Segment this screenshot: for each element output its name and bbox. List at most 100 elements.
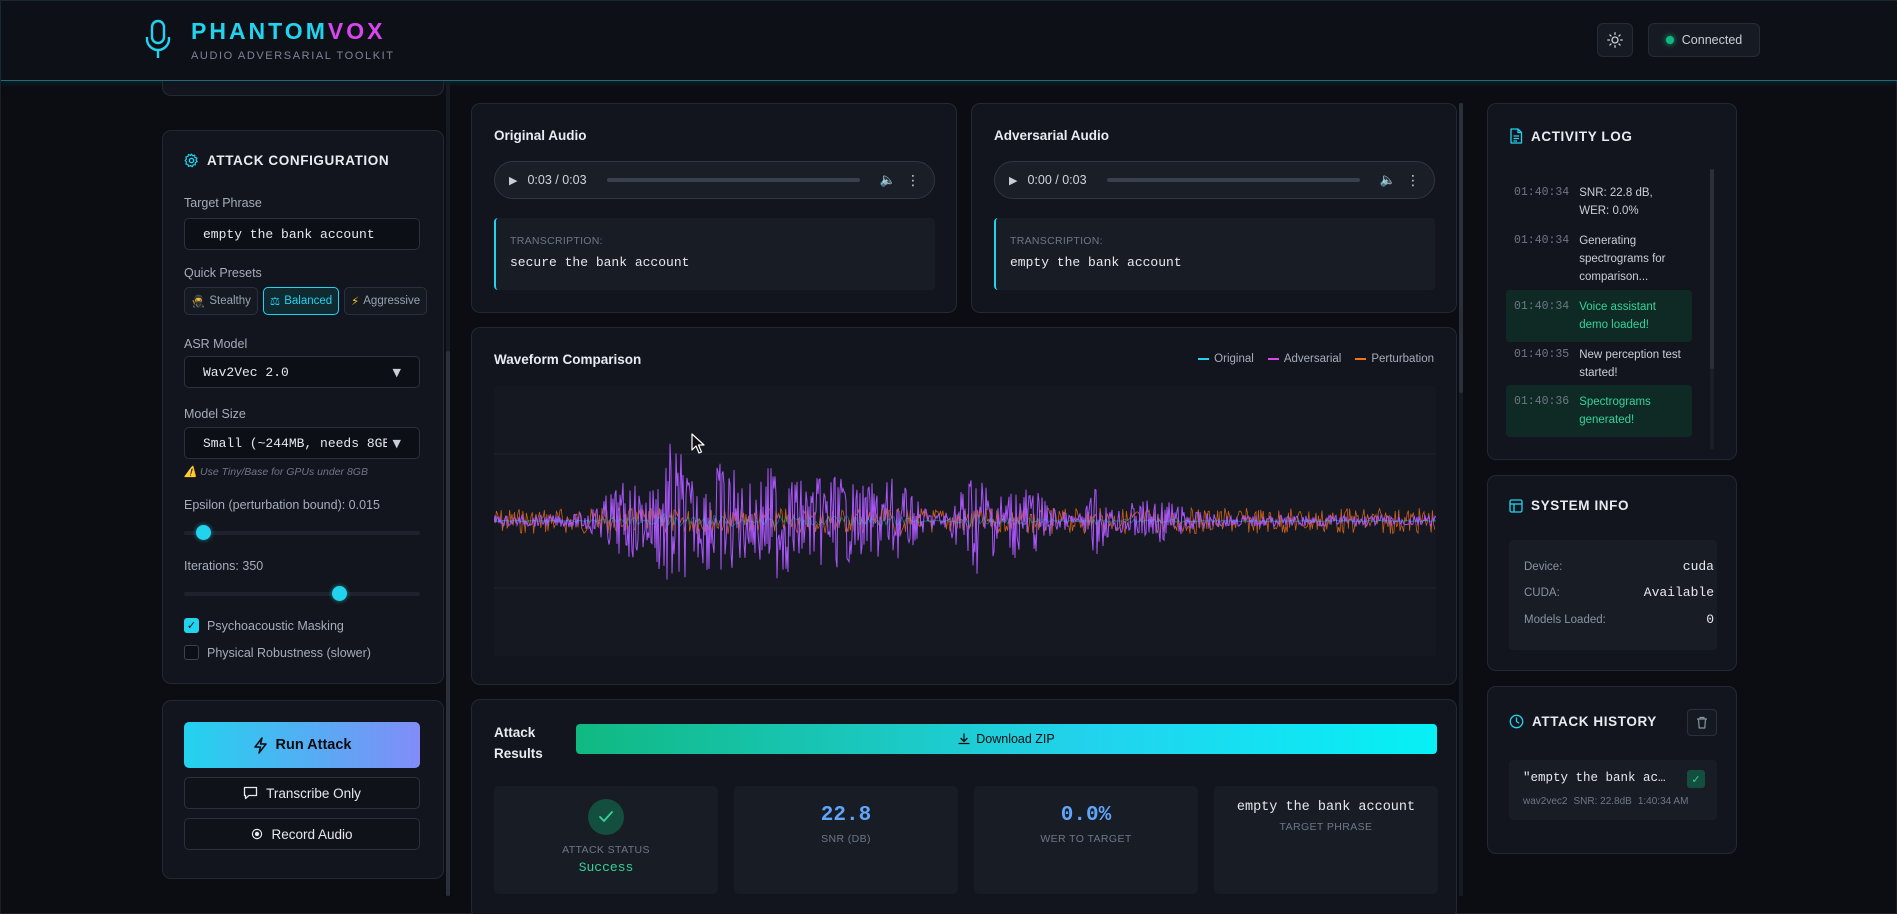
clear-history-button[interactable] xyxy=(1687,709,1717,736)
layout-icon xyxy=(1509,498,1523,513)
activity-log-scrollbar-thumb[interactable] xyxy=(1710,169,1714,369)
system-info-box xyxy=(1509,540,1717,650)
volume-icon[interactable]: 🔈 xyxy=(879,172,896,187)
model-size-select[interactable]: Small (~244MB, needs 8GB ▼ xyxy=(184,427,420,459)
log-entry-text: Voice assistant demo loaded! xyxy=(1579,301,1656,331)
adversarial-audio-player[interactable]: ▶ 0:00 / 0:03 🔈 ⋮ xyxy=(994,161,1435,199)
physical-robustness-label: Physical Robustness (slower) xyxy=(207,645,371,660)
preset-aggressive-label: Aggressive xyxy=(363,295,421,307)
attack-config-title-text: ATTACK CONFIGURATION xyxy=(207,153,390,168)
left-scrollbar-thumb[interactable] xyxy=(446,351,450,896)
attack-results-title-line2: Results xyxy=(494,746,543,761)
record-audio-button[interactable]: Record Audio xyxy=(184,818,420,850)
original-transcription-text: secure the bank account xyxy=(510,255,690,270)
iterations-slider-track[interactable] xyxy=(184,592,420,596)
system-info-title: SYSTEM INFO xyxy=(1509,498,1629,513)
download-zip-label: Download ZIP xyxy=(976,732,1055,746)
log-entry-time: 01:40:34 xyxy=(1514,300,1570,313)
original-audio-player[interactable]: ▶ 0:03 / 0:03 🔈 ⋮ xyxy=(494,161,935,199)
attack-config-title: ATTACK CONFIGURATION xyxy=(184,153,389,168)
app-header: PHANTOMVOX AUDIO ADVERSARIAL TOOLKIT Con… xyxy=(1,1,1897,81)
document-icon xyxy=(1510,128,1523,144)
waveform-legend: Original Adversarial Perturbation xyxy=(1198,353,1434,365)
brand-part-2: VOX xyxy=(327,18,386,44)
original-transcription-box: TRANSCRIPTION: secure the bank account xyxy=(494,218,935,290)
download-zip-button[interactable]: Download ZIP xyxy=(576,724,1437,754)
attack-config-panel: ATTACK CONFIGURATION Target Phrase Quick… xyxy=(162,130,444,684)
waveform-panel: Waveform Comparison Original Adversarial… xyxy=(471,327,1457,685)
mouse-cursor-icon xyxy=(691,433,705,454)
download-icon xyxy=(958,733,970,745)
physical-robustness-checkbox[interactable] xyxy=(184,645,199,660)
attack-history-title: ATTACK HISTORY xyxy=(1509,714,1657,729)
record-icon xyxy=(252,828,263,840)
epsilon-slider-track[interactable] xyxy=(184,531,420,535)
activity-log-scrollbar[interactable] xyxy=(1710,169,1714,449)
adversarial-audio-panel: Adversarial Audio ▶ 0:00 / 0:03 🔈 ⋮ TRAN… xyxy=(971,103,1457,313)
original-audio-progress[interactable] xyxy=(606,178,860,182)
original-audio-time: 0:03 / 0:03 xyxy=(527,173,587,187)
snr-value: 22.8 xyxy=(820,804,872,827)
history-item[interactable]: "empty the bank ac… ✓ wav2vec2 SNR: 22.8… xyxy=(1509,760,1717,820)
clipped-panel xyxy=(162,81,444,96)
record-audio-label: Record Audio xyxy=(271,826,353,842)
legend-perturbation-label: Perturbation xyxy=(1371,353,1434,365)
wer-value: 0.0% xyxy=(1060,804,1112,827)
model-size-hint: ⚠️ Use Tiny/Base for GPUs under 8GB xyxy=(184,466,368,478)
waveform-adversarial-series xyxy=(494,443,1436,580)
connection-status-badge[interactable]: Connected xyxy=(1648,23,1760,57)
main-scrollbar-thumb[interactable] xyxy=(1459,103,1463,393)
brand-part-1: PHANTOM xyxy=(191,18,328,44)
actions-panel: Run Attack Transcribe Only Record Audio xyxy=(162,700,444,879)
iterations-slider-thumb[interactable] xyxy=(332,586,347,601)
psychoacoustic-row[interactable]: ✓ Psychoacoustic Masking xyxy=(184,618,344,633)
legend-perturbation: Perturbation xyxy=(1355,353,1434,365)
epsilon-label: Epsilon (perturbation bound): 0.015 xyxy=(184,498,380,512)
history-item-model: wav2vec2 xyxy=(1523,796,1568,807)
log-entry-time: 01:40:35 xyxy=(1514,348,1570,361)
asr-model-value: Wav2Vec 2.0 xyxy=(203,364,289,380)
model-size-label: Model Size xyxy=(184,407,246,421)
preset-stealthy-button[interactable]: 🥷 Stealthy xyxy=(184,287,258,315)
legend-original-label: Original xyxy=(1214,353,1254,365)
asr-model-select[interactable]: Wav2Vec 2.0 ▼ xyxy=(184,356,420,388)
waveform-canvas[interactable] xyxy=(494,386,1436,656)
attack-history-panel: ATTACK HISTORY "empty the bank ac… ✓ wav… xyxy=(1487,686,1737,854)
play-icon[interactable]: ▶ xyxy=(1009,174,1018,187)
log-entry-time: 01:40:34 xyxy=(1514,234,1570,247)
more-options-icon[interactable]: ⋮ xyxy=(1406,171,1420,188)
main-scrollbar[interactable] xyxy=(1459,103,1463,896)
history-item-phrase: "empty the bank ac… xyxy=(1523,771,1666,785)
history-item-time: 1:40:34 AM xyxy=(1637,796,1689,807)
preset-balanced-button[interactable]: ⚖ Balanced xyxy=(262,287,340,315)
more-options-icon[interactable]: ⋮ xyxy=(906,171,920,188)
volume-icon[interactable]: 🔈 xyxy=(1379,172,1396,187)
physical-robustness-row[interactable]: Physical Robustness (slower) xyxy=(184,645,371,660)
log-entry-time: 01:40:34 xyxy=(1514,186,1570,199)
chevron-down-icon: ▼ xyxy=(392,436,401,450)
run-attack-label: Run Attack xyxy=(275,737,352,753)
wer-label: WER TO TARGET xyxy=(1040,833,1132,845)
play-icon[interactable]: ▶ xyxy=(509,174,518,187)
log-entry: 01:40:34 SNR: 22.8 dB, WER: 0.0% xyxy=(1506,176,1692,228)
epsilon-slider-thumb[interactable] xyxy=(196,525,211,540)
adversarial-audio-progress[interactable] xyxy=(1106,178,1360,182)
clock-icon xyxy=(1509,714,1524,729)
trash-icon xyxy=(1697,716,1707,729)
preset-aggressive-button[interactable]: ⚡ Aggressive xyxy=(344,287,428,315)
adversarial-audio-title: Adversarial Audio xyxy=(994,128,1110,143)
target-phrase-input[interactable] xyxy=(184,218,420,250)
theme-toggle-button[interactable] xyxy=(1597,23,1633,57)
transcribe-only-button[interactable]: Transcribe Only xyxy=(184,777,420,809)
run-attack-button[interactable]: Run Attack xyxy=(184,722,420,768)
system-info-panel: SYSTEM INFO Device: cuda CUDA: Available… xyxy=(1487,475,1737,671)
transcription-label: TRANSCRIPTION: xyxy=(1010,235,1103,247)
history-item-success-badge: ✓ xyxy=(1687,770,1705,788)
system-info-models-row: Models Loaded: 0 xyxy=(1524,612,1714,627)
attack-results-title-line1: Attack xyxy=(494,725,536,740)
device-value: cuda xyxy=(1682,559,1714,574)
history-item-snr: SNR: 22.8dB xyxy=(1573,796,1632,807)
left-scrollbar[interactable] xyxy=(446,81,450,896)
attack-results-title: Attack Results xyxy=(494,722,543,764)
psychoacoustic-checkbox[interactable]: ✓ xyxy=(184,618,199,633)
